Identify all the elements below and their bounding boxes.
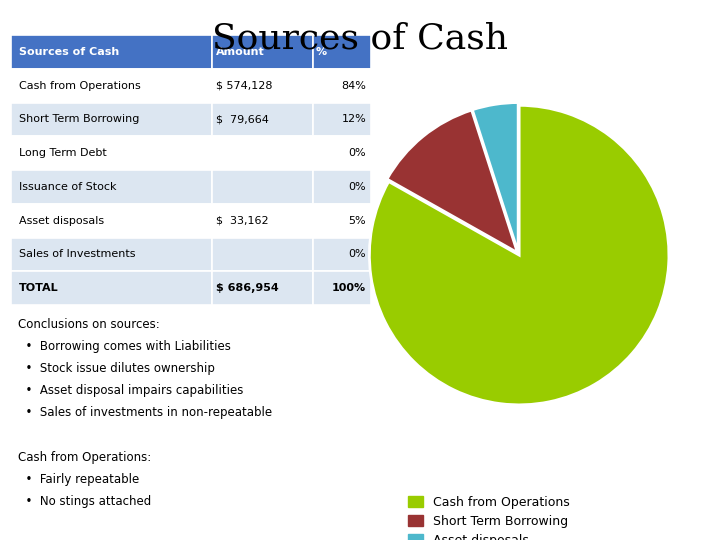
Text: Sources of Cash: Sources of Cash	[19, 47, 119, 57]
FancyBboxPatch shape	[212, 238, 313, 271]
Text: Sources of Cash: Sources of Cash	[212, 22, 508, 56]
Text: Short Term Borrowing: Short Term Borrowing	[19, 114, 139, 125]
FancyBboxPatch shape	[313, 204, 371, 238]
FancyBboxPatch shape	[313, 35, 371, 69]
Text: Long Term Debt: Long Term Debt	[19, 148, 107, 158]
Text: •  Borrowing comes with Liabilities: • Borrowing comes with Liabilities	[18, 340, 230, 353]
Text: 12%: 12%	[341, 114, 366, 125]
Text: Issuance of Stock: Issuance of Stock	[19, 182, 117, 192]
FancyBboxPatch shape	[212, 170, 313, 204]
Wedge shape	[369, 105, 669, 405]
Text: Cash from Operations: Cash from Operations	[19, 80, 140, 91]
Text: 0%: 0%	[348, 148, 366, 158]
FancyBboxPatch shape	[11, 103, 212, 137]
Text: Conclusions on sources:: Conclusions on sources:	[18, 318, 160, 331]
Text: $ 574,128: $ 574,128	[217, 80, 273, 91]
Wedge shape	[387, 110, 518, 253]
Text: Sales of Investments: Sales of Investments	[19, 249, 135, 260]
Text: 0%: 0%	[348, 182, 366, 192]
FancyBboxPatch shape	[313, 238, 371, 271]
FancyBboxPatch shape	[313, 271, 371, 305]
Text: 100%: 100%	[332, 283, 366, 293]
Text: $  33,162: $ 33,162	[217, 215, 269, 226]
Text: •  Stock issue dilutes ownership: • Stock issue dilutes ownership	[18, 362, 215, 375]
Text: $  79,664: $ 79,664	[217, 114, 269, 125]
FancyBboxPatch shape	[212, 103, 313, 137]
FancyBboxPatch shape	[11, 238, 212, 271]
FancyBboxPatch shape	[11, 271, 212, 305]
Text: •  Asset disposal impairs capabilities: • Asset disposal impairs capabilities	[18, 384, 243, 397]
FancyBboxPatch shape	[212, 271, 313, 305]
FancyBboxPatch shape	[212, 137, 313, 170]
Text: •  No stings attached: • No stings attached	[18, 495, 151, 508]
Text: TOTAL: TOTAL	[19, 283, 58, 293]
Text: •  Fairly repeatable: • Fairly repeatable	[18, 472, 139, 486]
FancyBboxPatch shape	[212, 69, 313, 103]
FancyBboxPatch shape	[212, 35, 313, 69]
Legend: Cash from Operations, Short Term Borrowing, Asset disposals: Cash from Operations, Short Term Borrowi…	[408, 496, 570, 540]
Text: 5%: 5%	[348, 215, 366, 226]
FancyBboxPatch shape	[313, 170, 371, 204]
FancyBboxPatch shape	[11, 137, 212, 170]
Text: $ 686,954: $ 686,954	[217, 283, 279, 293]
Text: Cash from Operations:: Cash from Operations:	[18, 450, 151, 464]
FancyBboxPatch shape	[11, 170, 212, 204]
Wedge shape	[472, 103, 518, 252]
FancyBboxPatch shape	[11, 204, 212, 238]
Text: Asset disposals: Asset disposals	[19, 215, 104, 226]
FancyBboxPatch shape	[11, 69, 212, 103]
Text: •  Sales of investments in non-repeatable: • Sales of investments in non-repeatable	[18, 406, 272, 420]
FancyBboxPatch shape	[11, 35, 212, 69]
Text: Amount: Amount	[217, 47, 265, 57]
Text: 84%: 84%	[341, 80, 366, 91]
Text: %: %	[315, 47, 327, 57]
Text: 0%: 0%	[348, 249, 366, 260]
FancyBboxPatch shape	[313, 103, 371, 137]
FancyBboxPatch shape	[212, 204, 313, 238]
FancyBboxPatch shape	[313, 137, 371, 170]
FancyBboxPatch shape	[313, 69, 371, 103]
